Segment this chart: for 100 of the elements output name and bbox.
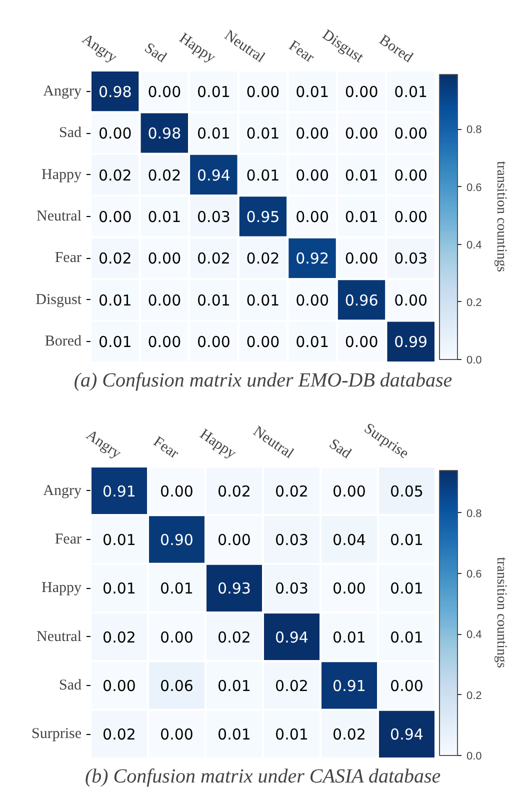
y-tick-label: Neutral (36, 628, 82, 645)
x-tick-label: Sad (141, 40, 170, 66)
data-label: 0.96 (344, 291, 378, 310)
data-label: 0.92 (296, 250, 329, 268)
y-tick-label: Angry (43, 482, 82, 499)
data-label: 0.91 (102, 482, 136, 500)
data-label: 0.01 (197, 291, 230, 310)
data-label: 0.00 (394, 291, 428, 310)
y-tick-label: Fear (54, 532, 82, 548)
y-tick-label: Neutral (36, 208, 82, 224)
x-tick-label: Fear (150, 434, 182, 462)
data-label: 0.06 (160, 677, 194, 695)
data-label: 0.02 (218, 628, 251, 646)
data-label: 0.00 (344, 333, 378, 352)
data-label: 0.94 (390, 726, 424, 744)
data-label: 0.00 (98, 124, 132, 143)
text: (b) Confusion matrix under CASIA database (84, 766, 441, 788)
data-label: 0.01 (394, 82, 428, 101)
data-label: 0.00 (296, 124, 329, 143)
y-tick-label: Happy (42, 166, 82, 183)
y-tick-label: Fear (54, 250, 82, 266)
color-bar-label: 0.4 (466, 239, 482, 252)
data-label: 0.01 (344, 166, 378, 184)
color-bar-title: transition countings (494, 161, 508, 272)
data-label: 0.02 (218, 482, 251, 500)
color-bar-label: 0.8 (466, 124, 482, 136)
data-label: 0.00 (197, 333, 230, 352)
data-label: 0.01 (197, 124, 230, 143)
data-label: 0.00 (218, 531, 251, 549)
y-tick-label: Sad (59, 125, 82, 142)
data-label: 0.00 (332, 580, 366, 598)
data-label: 0.91 (332, 677, 366, 695)
data-label: 0.01 (246, 124, 280, 143)
data-label: 0.01 (332, 628, 366, 646)
data-label: 0.02 (102, 628, 136, 646)
data-label: 0.01 (390, 628, 424, 646)
data-label: 0.01 (246, 166, 280, 184)
data-label: 0.01 (98, 333, 132, 352)
data-label: 0.01 (102, 531, 136, 549)
data-label: 0.93 (218, 580, 251, 598)
data-label: 0.00 (246, 333, 280, 352)
y-tick-label: Angry (43, 83, 82, 100)
y-tick-label: Surprise (32, 726, 82, 742)
color-bar-label: 0.0 (466, 354, 482, 366)
data-label: 0.00 (296, 208, 329, 226)
data-label: 0.00 (98, 208, 132, 226)
data-label: 0.01 (390, 531, 424, 549)
data-label: 0.01 (390, 580, 424, 598)
color-bar-label: 0.2 (466, 690, 482, 702)
data-label: 0.00 (344, 124, 378, 143)
data-label: 0.05 (390, 482, 424, 500)
data-label: 0.00 (160, 482, 194, 500)
data-label: 0.03 (275, 531, 308, 549)
data-label: 0.01 (197, 82, 230, 101)
data-label: 0.00 (296, 166, 329, 184)
data-label: 0.00 (102, 677, 136, 695)
color-bar-label: 0.4 (466, 629, 482, 642)
data-label: 0.99 (394, 333, 428, 352)
data-label: 0.01 (218, 726, 251, 744)
data-label: 0.90 (160, 531, 194, 549)
x-tick-label: Fear (286, 38, 317, 66)
data-label: 0.94 (197, 166, 230, 184)
data-label: 0.00 (394, 208, 428, 226)
data-label: 0.00 (394, 124, 428, 143)
y-tick-label: Bored (44, 334, 82, 350)
data-label: 0.01 (102, 580, 136, 598)
data-label: 0.00 (390, 677, 424, 695)
data-label: 0.02 (246, 250, 280, 268)
color-bar-label: 0.6 (466, 568, 482, 581)
data-label: 0.01 (275, 726, 308, 744)
data-label: 0.01 (160, 580, 194, 598)
data-label: 0.00 (148, 250, 182, 268)
data-label: 0.02 (102, 726, 136, 744)
data-label: 0.03 (197, 208, 230, 226)
data-label: 0.00 (148, 291, 182, 310)
y-tick-label: Disgust (36, 292, 82, 308)
data-label: 0.94 (275, 628, 308, 646)
data-label: 0.01 (296, 333, 329, 352)
data-label: 0.01 (98, 291, 132, 310)
data-label: 0.01 (296, 82, 329, 101)
data-label: 0.02 (148, 166, 182, 184)
y-tick-label: Happy (42, 580, 82, 596)
data-label: 0.02 (275, 482, 308, 500)
data-label: 0.00 (394, 166, 428, 184)
data-label: 0.00 (148, 333, 182, 352)
data-label: 0.00 (332, 482, 366, 500)
data-label: 0.03 (275, 580, 308, 598)
color-bar-label: 0.6 (466, 182, 482, 194)
data-label: 0.03 (394, 250, 428, 268)
data-label: 0.01 (246, 291, 280, 310)
data-label: 0.00 (296, 291, 329, 310)
data-label: 0.02 (332, 726, 366, 744)
data-label: 0.00 (160, 726, 194, 744)
data-label: 0.02 (98, 250, 132, 268)
data-label: 0.98 (98, 82, 132, 101)
data-label: 0.00 (344, 82, 378, 101)
data-label: 0.02 (197, 250, 230, 268)
color-bar-label: 0.2 (466, 296, 482, 309)
data-label: 0.01 (148, 208, 182, 226)
data-label: 0.95 (246, 208, 280, 226)
